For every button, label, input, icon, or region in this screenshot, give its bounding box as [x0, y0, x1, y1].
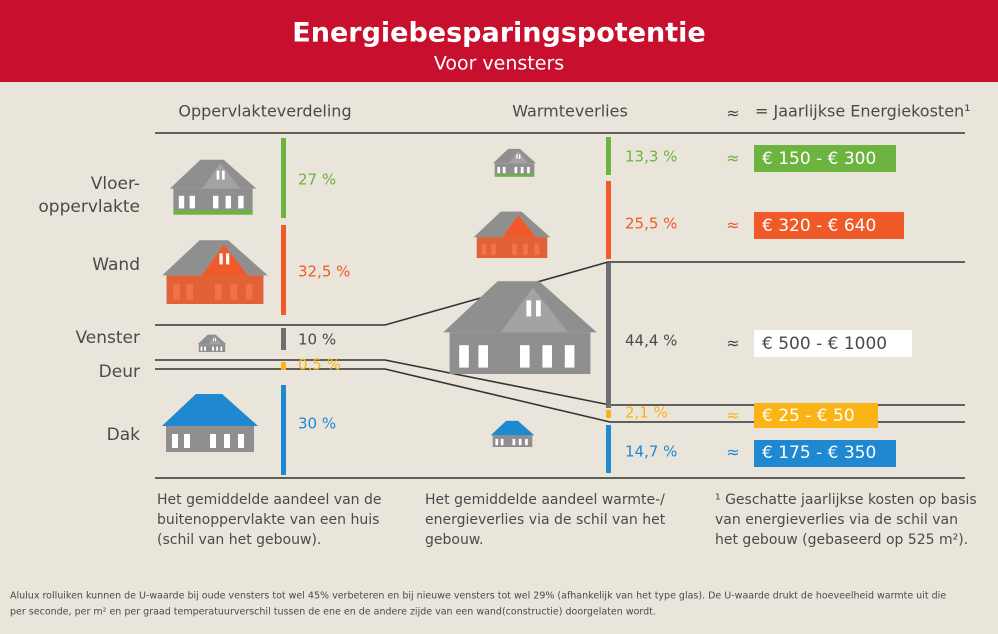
note: gebouw.	[425, 532, 483, 548]
approx: ≈	[726, 149, 739, 168]
approx: ≈	[726, 216, 739, 235]
bar	[281, 362, 286, 370]
share: 27 %	[298, 171, 336, 189]
bar	[281, 138, 286, 218]
note: het gebouw (gebaseerd op 525 m²).	[715, 532, 968, 548]
footnote: per seconde, per m² en per graad tempera…	[10, 607, 656, 618]
column-header: = Jaarlijkse Energiekosten¹	[755, 102, 971, 121]
note: Het gemiddelde aandeel van de	[157, 492, 382, 508]
share: 14,7 %	[625, 443, 677, 461]
house-wall	[474, 212, 551, 258]
approx: ≈	[726, 104, 739, 123]
bar	[606, 263, 611, 408]
share: 0,5 %	[298, 356, 341, 374]
note: Het gemiddelde aandeel warmte-/	[425, 492, 665, 508]
row-label: Venster	[75, 328, 140, 348]
cost: € 25 - € 50	[762, 406, 855, 426]
house-roof	[491, 421, 534, 447]
title: Energiebesparingspotentie	[292, 18, 705, 49]
note: buitenoppervlakte van een huis	[157, 512, 379, 528]
share: 30 %	[298, 415, 336, 433]
cost: € 175 - € 350	[762, 443, 876, 463]
approx: ≈	[726, 334, 739, 353]
share: 13,3 %	[625, 148, 677, 166]
footnote: Alulux rolluiken kunnen de U-waarde bij …	[10, 591, 946, 602]
row-label: oppervlakte	[38, 197, 140, 217]
house-wall	[162, 240, 268, 304]
share: 44,4 %	[625, 332, 677, 350]
cost: € 320 - € 640	[762, 216, 876, 236]
bar	[606, 181, 611, 259]
share: 10 %	[298, 331, 336, 349]
house-floor	[493, 149, 536, 177]
row-label: Vloer-	[91, 174, 140, 194]
column-header: Oppervlakteverdeling	[178, 102, 351, 121]
note: ¹ Geschatte jaarlijkse kosten op basis	[715, 492, 977, 508]
row-label: Dak	[107, 425, 141, 445]
row-label: Wand	[92, 255, 140, 275]
cost: € 150 - € 300	[762, 149, 876, 169]
column-header: Warmteverlies	[512, 102, 628, 121]
infographic: Energiebesparingspotentie Voor vensters …	[0, 0, 998, 634]
bar	[606, 410, 611, 418]
house-window	[443, 281, 597, 374]
house-window	[198, 335, 227, 352]
house-floor	[170, 160, 256, 215]
note: (schil van het gebouw).	[157, 532, 321, 548]
bar	[281, 328, 286, 350]
bar	[281, 385, 286, 475]
share: 2,1 %	[625, 404, 668, 422]
bar	[606, 137, 611, 175]
row-label: Deur	[99, 362, 140, 382]
bar	[606, 425, 611, 473]
bar	[281, 225, 286, 315]
house-roof	[162, 394, 258, 452]
subtitle: Voor vensters	[434, 53, 564, 75]
note: energieverlies via de schil van het	[425, 512, 666, 528]
share: 25,5 %	[625, 215, 677, 233]
share: 32,5 %	[298, 263, 350, 281]
note: van energieverlies via de schil van	[715, 512, 958, 528]
cost: € 500 - € 1000	[762, 334, 887, 354]
approx: ≈	[726, 443, 739, 462]
approx: ≈	[726, 406, 739, 425]
